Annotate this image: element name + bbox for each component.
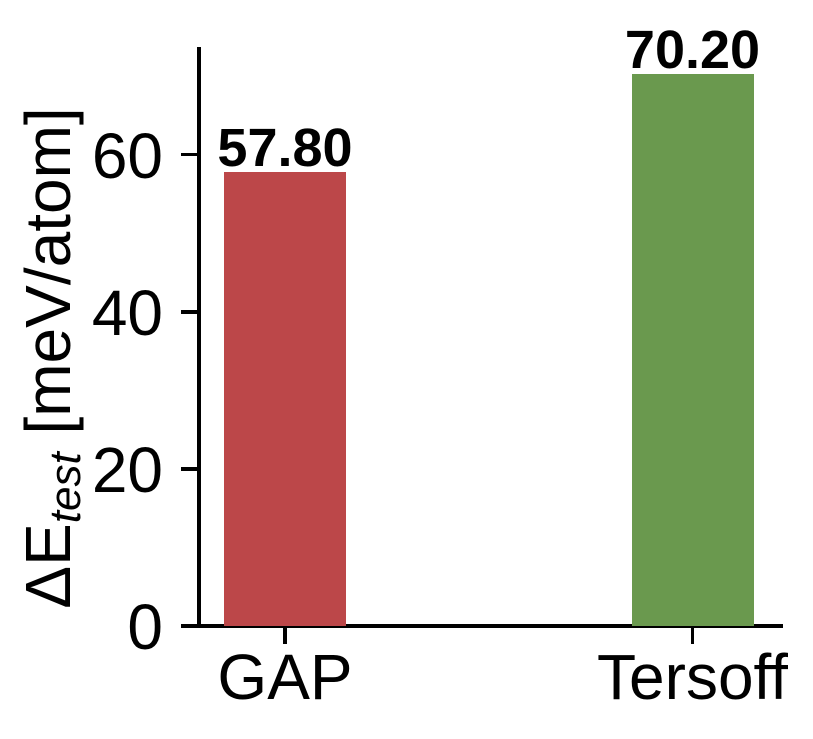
y-tick xyxy=(181,310,198,314)
y-tick-label: 0 xyxy=(127,591,163,663)
bar-value-label: 70.20 xyxy=(624,20,761,81)
x-tick-label: Tersoff xyxy=(597,640,788,713)
x-tick xyxy=(283,627,287,644)
bar-tersoff xyxy=(631,74,754,626)
y-tick xyxy=(181,467,198,471)
x-tick xyxy=(690,627,695,644)
y-axis-spine xyxy=(197,47,201,628)
y-tick-label: 40 xyxy=(91,276,163,349)
x-tick-label: GAP xyxy=(217,640,353,713)
bar-gap xyxy=(224,171,346,626)
y-tick-label: 60 xyxy=(91,119,163,192)
x-axis-spine xyxy=(183,624,783,628)
y-tick xyxy=(181,624,198,628)
y-tick xyxy=(181,152,198,157)
bar-value-label: 57.80 xyxy=(217,117,353,178)
y-tick-label: 20 xyxy=(91,433,163,506)
